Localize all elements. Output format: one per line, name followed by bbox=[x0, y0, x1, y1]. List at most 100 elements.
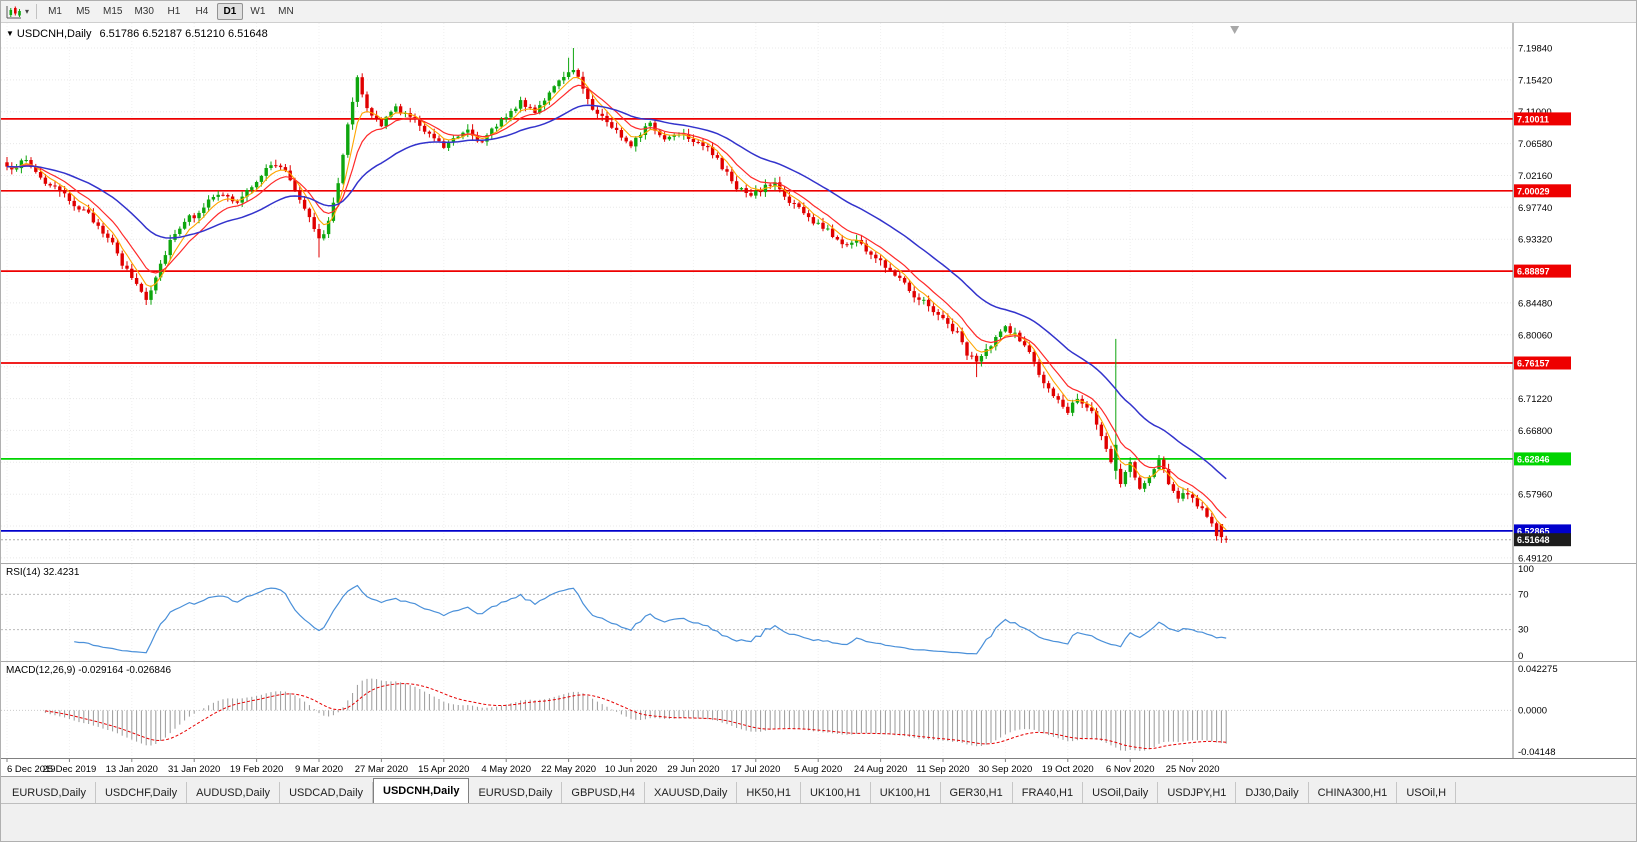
timeframe-button-h1[interactable]: H1 bbox=[167, 6, 181, 17]
timeframe-button-m30[interactable]: M30 bbox=[134, 6, 154, 17]
svg-text:25 Dec 2019: 25 Dec 2019 bbox=[42, 764, 96, 775]
timeframe-button-m5[interactable]: M5 bbox=[76, 6, 90, 17]
svg-text:0: 0 bbox=[1518, 651, 1523, 661]
rsi-label: RSI(14) 32.4231 bbox=[6, 567, 80, 578]
svg-text:6.51648: 6.51648 bbox=[1517, 535, 1550, 545]
chart-tab-uk100-h1[interactable]: UK100,H1 bbox=[870, 782, 941, 803]
svg-text:6.84480: 6.84480 bbox=[1518, 298, 1552, 309]
timeframe-button-mn[interactable]: MN bbox=[278, 6, 294, 17]
rsi-panel[interactable]: 100 70 30 0 bbox=[1, 564, 1637, 661]
svg-text:7.15420: 7.15420 bbox=[1518, 75, 1552, 86]
svg-text:6.49120: 6.49120 bbox=[1518, 553, 1552, 563]
svg-text:22 May 2020: 22 May 2020 bbox=[541, 764, 596, 775]
chart-tab-usoil-h[interactable]: USOil,H bbox=[1397, 782, 1457, 803]
svg-text:7.00029: 7.00029 bbox=[1517, 186, 1550, 196]
svg-text:19 Feb 2020: 19 Feb 2020 bbox=[230, 764, 283, 775]
svg-text:6.80060: 6.80060 bbox=[1518, 330, 1552, 341]
svg-text:7.02160: 7.02160 bbox=[1518, 171, 1552, 182]
svg-text:15 Apr 2020: 15 Apr 2020 bbox=[418, 764, 469, 775]
svg-text:10 Jun 2020: 10 Jun 2020 bbox=[605, 764, 657, 775]
svg-text:0.042275: 0.042275 bbox=[1518, 664, 1558, 675]
svg-text:6.97740: 6.97740 bbox=[1518, 203, 1552, 214]
svg-text:100: 100 bbox=[1518, 564, 1534, 575]
chart-tab-usoil-daily[interactable]: USOil,Daily bbox=[1083, 782, 1159, 803]
panel-separator-macd[interactable] bbox=[1, 661, 1636, 662]
chart-tab-dj30-daily[interactable]: DJ30,Daily bbox=[1236, 782, 1309, 803]
svg-text:4 May 2020: 4 May 2020 bbox=[481, 764, 531, 775]
svg-text:6.76157: 6.76157 bbox=[1517, 359, 1550, 369]
svg-text:7.06580: 7.06580 bbox=[1518, 139, 1552, 150]
svg-text:31 Jan 2020: 31 Jan 2020 bbox=[168, 764, 220, 775]
svg-text:6.57960: 6.57960 bbox=[1518, 490, 1552, 501]
svg-text:6 Nov 2020: 6 Nov 2020 bbox=[1106, 764, 1155, 775]
timeframe-toolbar: ▾ M1 M5 M15 M30 H1 H4 D1 W1 MN bbox=[1, 1, 1636, 23]
chart-ohlc-values: 6.51786 6.52187 6.51210 6.51648 bbox=[99, 28, 268, 40]
timeframe-button-w1[interactable]: W1 bbox=[250, 6, 266, 17]
svg-text:6.66800: 6.66800 bbox=[1518, 426, 1552, 437]
svg-text:0.0000: 0.0000 bbox=[1518, 705, 1547, 716]
chart-tab-ger30-h1[interactable]: GER30,H1 bbox=[940, 782, 1013, 803]
chart-tab-eurusd-daily[interactable]: EURUSD,Daily bbox=[469, 782, 563, 803]
macd-histogram bbox=[44, 678, 1227, 751]
chart-tab-usdcad-daily[interactable]: USDCAD,Daily bbox=[280, 782, 374, 803]
chart-tab-xauusd-daily[interactable]: XAUUSD,Daily bbox=[644, 782, 738, 803]
svg-text:6.93320: 6.93320 bbox=[1518, 235, 1552, 246]
macd-panel[interactable]: 0.042275 0.0000 -0.04148 bbox=[1, 662, 1637, 758]
chart-tab-audusd-daily[interactable]: AUDUSD,Daily bbox=[187, 782, 281, 803]
price-tags: 7.10011 7.00029 6.88897 6.76157 6.62846 6.528… bbox=[1514, 112, 1571, 547]
series-end-marker-icon bbox=[1230, 26, 1240, 34]
toolbar-separator bbox=[36, 4, 38, 19]
chart-tab-fra40-h1[interactable]: FRA40,H1 bbox=[1012, 782, 1084, 803]
moving-average-line-0 bbox=[6, 76, 1227, 531]
chart-tab-gbpusd-h4[interactable]: GBPUSD,H4 bbox=[562, 782, 645, 803]
macd-signal-line bbox=[45, 683, 1227, 750]
chart-tab-bar: EURUSD,Daily USDCHF,Daily AUDUSD,Daily USDC… bbox=[1, 776, 1636, 803]
candlesticks bbox=[5, 48, 1228, 543]
timeframe-buttons-group: M1 M5 M15 M30 H1 H4 D1 W1 MN bbox=[42, 3, 299, 20]
price-chart-panel[interactable]: 7.198407.154207.110007.065807.021606.977… bbox=[1, 23, 1637, 563]
moving-average-line-1 bbox=[6, 84, 1227, 519]
rsi-axis-labels: 100 70 30 0 bbox=[1518, 564, 1534, 661]
svg-text:9 Mar 2020: 9 Mar 2020 bbox=[295, 764, 343, 775]
macd-label: MACD(12,26,9) -0.029164 -0.026846 bbox=[6, 665, 172, 676]
timeframe-button-m15[interactable]: M15 bbox=[103, 6, 123, 17]
panel-separator-rsi[interactable] bbox=[1, 563, 1636, 564]
timeframe-button-h4[interactable]: H4 bbox=[195, 6, 209, 17]
svg-text:24 Aug 2020: 24 Aug 2020 bbox=[854, 764, 907, 775]
svg-text:11 Sep 2020: 11 Sep 2020 bbox=[916, 764, 969, 775]
chart-tab-uk100-h1[interactable]: UK100,H1 bbox=[800, 782, 871, 803]
svg-text:25 Nov 2020: 25 Nov 2020 bbox=[1166, 764, 1220, 775]
timeframe-button-d1[interactable]: D1 bbox=[216, 3, 243, 20]
svg-text:17 Jul 2020: 17 Jul 2020 bbox=[731, 764, 780, 775]
svg-text:70: 70 bbox=[1518, 589, 1529, 600]
chart-symbol-title: USDCNH,Daily bbox=[16, 28, 92, 40]
dropdown-caret-icon[interactable]: ▾ bbox=[25, 7, 30, 16]
collapse-arrow-icon[interactable]: ▼ bbox=[6, 29, 14, 38]
svg-text:6.62846: 6.62846 bbox=[1517, 454, 1550, 464]
svg-text:6 Dec 2019: 6 Dec 2019 bbox=[7, 764, 56, 775]
chart-tab-eurusd-daily[interactable]: EURUSD,Daily bbox=[3, 782, 96, 803]
chart-tab-usdjpy-h1[interactable]: USDJPY,H1 bbox=[1158, 782, 1237, 803]
svg-text:13 Jan 2020: 13 Jan 2020 bbox=[106, 764, 158, 775]
svg-text:-0.04148: -0.04148 bbox=[1518, 747, 1556, 758]
svg-text:27 Mar 2020: 27 Mar 2020 bbox=[355, 764, 408, 775]
chart-tab-usdcnh-daily[interactable]: USDCNH,Daily bbox=[373, 778, 470, 803]
chart-title: ▼ USDCNH,Daily 6.51786 6.52187 6.51210 6.5… bbox=[6, 28, 268, 40]
chart-tab-usdchf-daily[interactable]: USDCHF,Daily bbox=[95, 782, 188, 803]
svg-text:7.10011: 7.10011 bbox=[1517, 114, 1549, 124]
moving-average-line-2 bbox=[6, 104, 1227, 480]
chart-type-icon[interactable] bbox=[5, 4, 23, 20]
svg-text:30 Sep 2020: 30 Sep 2020 bbox=[978, 764, 1032, 775]
svg-text:5 Aug 2020: 5 Aug 2020 bbox=[794, 764, 842, 775]
timeframe-button-m1[interactable]: M1 bbox=[48, 6, 62, 17]
status-bar bbox=[1, 803, 1636, 841]
svg-text:30: 30 bbox=[1518, 625, 1529, 636]
svg-text:7.19840: 7.19840 bbox=[1518, 44, 1552, 55]
svg-text:6.52865: 6.52865 bbox=[1517, 526, 1550, 536]
chart-tab-china300-h1[interactable]: CHINA300,H1 bbox=[1308, 782, 1398, 803]
chart-tab-hk50-h1[interactable]: HK50,H1 bbox=[737, 782, 801, 803]
svg-text:6.88897: 6.88897 bbox=[1517, 267, 1550, 277]
